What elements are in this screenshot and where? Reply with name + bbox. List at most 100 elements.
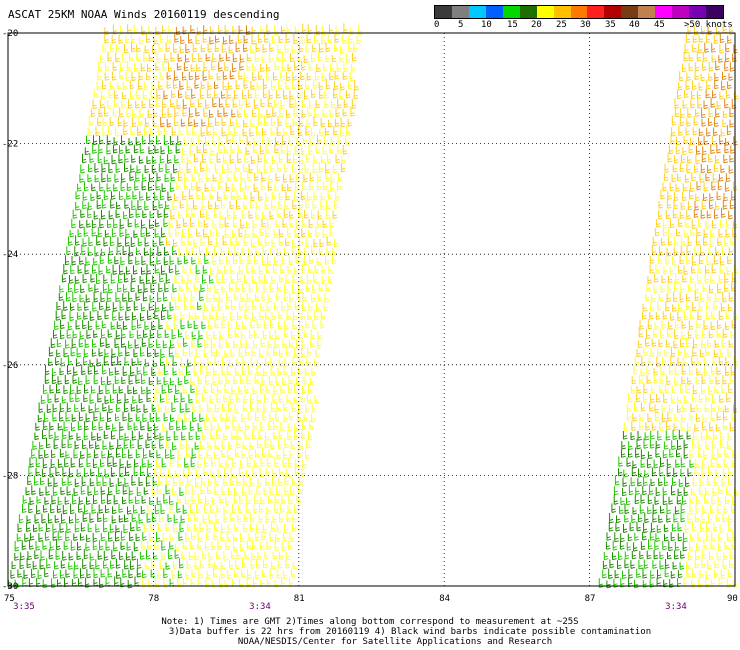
wind-barb — [283, 329, 289, 338]
wind-barb — [254, 293, 260, 302]
wind-barb — [48, 346, 54, 357]
wind-barb — [229, 201, 235, 210]
wind-barb — [206, 330, 212, 340]
wind-barb — [66, 291, 71, 302]
wind-barb — [122, 293, 127, 302]
wind-barb — [180, 118, 186, 127]
wind-barb — [164, 329, 170, 339]
wind-barb — [86, 219, 91, 228]
wind-barb — [112, 302, 118, 312]
wind-barb — [149, 247, 155, 257]
wind-barb — [114, 99, 119, 108]
wind-barb — [176, 99, 182, 110]
wind-barb — [255, 282, 261, 293]
note-line-3: NOAA/NESDIS/Center for Satellite Applica… — [237, 637, 553, 647]
wind-barb — [312, 44, 317, 53]
wind-barb — [309, 182, 314, 191]
wind-barb — [318, 247, 324, 256]
wind-barb — [224, 217, 230, 228]
wind-barb — [117, 283, 122, 293]
wind-barb — [190, 137, 196, 146]
wind-barb — [240, 219, 245, 229]
wind-barb — [194, 166, 199, 174]
wind-barb — [106, 265, 111, 274]
wind-barb — [269, 330, 274, 340]
wind-barb — [281, 256, 287, 265]
wind-barb — [305, 154, 311, 163]
wind-barb — [123, 272, 129, 283]
wind-barb — [285, 80, 290, 90]
wind-barb — [263, 274, 269, 284]
wind-barb — [143, 52, 148, 63]
wind-barb — [162, 99, 167, 108]
wind-barb — [298, 165, 304, 173]
wind-barb — [234, 290, 240, 301]
wind-barb — [137, 285, 143, 294]
wind-barb — [125, 145, 131, 154]
note-line-2: 3)Data buffer is 22 hrs from 20160119 4)… — [168, 627, 652, 637]
wind-barb — [101, 320, 107, 329]
wind-barb — [93, 89, 99, 99]
wind-barb — [186, 281, 191, 293]
wind-barb — [307, 107, 312, 117]
wind-barb — [175, 181, 181, 191]
wind-barb — [190, 291, 196, 301]
wind-barb — [250, 238, 256, 248]
wind-barb — [124, 44, 129, 54]
wind-barb — [227, 82, 233, 90]
wind-barb — [102, 43, 107, 53]
wind-barb — [253, 138, 259, 146]
wind-barb — [288, 339, 294, 348]
wind-barb — [128, 99, 133, 109]
wind-barb — [201, 153, 207, 164]
wind-barb — [308, 144, 313, 155]
wind-barb — [192, 43, 198, 53]
wind-barb — [353, 42, 358, 53]
wind-barb — [59, 285, 64, 293]
wind-barb — [173, 43, 178, 53]
wind-barb — [129, 330, 135, 339]
wind-barb — [174, 274, 180, 284]
wind-barb — [167, 107, 173, 118]
wind-barb — [329, 109, 335, 118]
wind-barb — [244, 154, 249, 163]
wind-barb — [94, 174, 100, 183]
wind-barb — [157, 209, 163, 218]
wind-barb — [232, 53, 238, 63]
wind-barb — [168, 145, 173, 155]
wind-barb — [195, 107, 200, 117]
wind-barb — [277, 282, 282, 292]
wind-barb — [254, 52, 260, 63]
wind-barb — [351, 98, 357, 109]
wind-barb — [274, 60, 280, 71]
wind-barb — [99, 302, 104, 311]
wind-barb — [223, 191, 229, 200]
wind-barb — [189, 145, 195, 156]
wind-barb — [235, 118, 241, 128]
wind-barb — [247, 170, 252, 182]
wind-barb — [149, 127, 155, 136]
wind-barb — [343, 99, 349, 108]
wind-barb — [292, 311, 298, 321]
wind-barb — [243, 236, 249, 247]
wind-barb — [119, 301, 125, 311]
wind-barb — [249, 329, 254, 339]
wind-barb — [107, 254, 113, 264]
wind-barb — [190, 64, 196, 72]
wind-barb — [264, 238, 270, 247]
wind-barb — [169, 135, 175, 146]
wind-barb — [214, 284, 220, 294]
wind-barb — [54, 320, 59, 331]
wind-barb — [134, 339, 140, 349]
wind-barb — [139, 276, 145, 284]
wind-barb — [298, 117, 304, 127]
wind-barb — [202, 265, 208, 274]
wind-barb — [130, 90, 135, 100]
wind-barb — [215, 117, 220, 127]
wind-barb — [229, 35, 234, 45]
colorbar-label: 5 — [458, 20, 464, 30]
wind-barb — [325, 209, 331, 219]
wind-barb — [119, 62, 125, 72]
wind-barb — [107, 219, 112, 229]
wind-barb — [278, 192, 284, 201]
